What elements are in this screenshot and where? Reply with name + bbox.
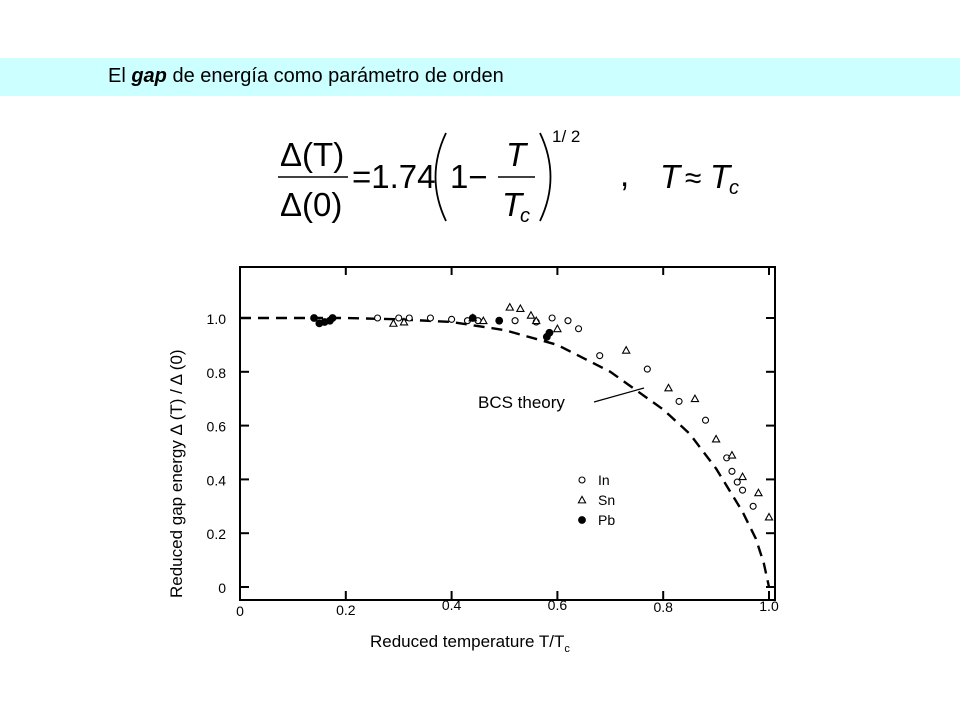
data-point-in — [511, 317, 519, 325]
y-tick-label: 0 — [218, 580, 226, 596]
x-tick-label: 1.0 — [759, 598, 779, 614]
data-point-sn — [663, 383, 674, 392]
data-point-sn — [738, 471, 748, 481]
data-point-in — [675, 397, 683, 405]
formula-left-paren — [434, 132, 447, 222]
data-point-in — [548, 314, 556, 322]
y-axis-label: Reduced gap energy Δ (T) / Δ (0) — [167, 349, 186, 598]
page-title: El gap de energía como parámetro de orde… — [108, 65, 504, 88]
legend-marker-pb — [578, 516, 586, 524]
formula-coefficient: =1.74 — [352, 158, 436, 195]
data-point-in — [575, 325, 583, 333]
data-point-sn — [764, 512, 774, 521]
data-point-sn — [526, 310, 536, 319]
y-tick-label: 0.4 — [207, 472, 227, 488]
data-point-sn — [505, 302, 515, 311]
data-point-sn — [621, 345, 631, 354]
gap-formula: Δ(T) Δ(0) =1.74 1− T T c 1/ 2 , T ≈ T c — [270, 118, 750, 233]
data-point-sn — [711, 434, 721, 443]
legend-label-sn: Sn — [598, 492, 615, 508]
data-point-sn — [727, 450, 737, 459]
data-point-sn — [552, 324, 562, 333]
title-emphasis: gap — [131, 65, 167, 87]
tick-labels: 0 0.2 0.4 0.6 0.8 1.0 0 0.2 0.4 0.6 0.8 1.0 — [207, 311, 779, 619]
data-point-in — [643, 365, 651, 373]
legend-label-in: In — [598, 472, 610, 488]
formula-svg: Δ(T) Δ(0) =1.74 1− T T c 1/ 2 , T ≈ T c — [278, 127, 739, 227]
data-point-in — [738, 486, 747, 494]
y-tick-label: 1.0 — [207, 311, 227, 327]
y-tick-label: 0.6 — [207, 419, 227, 435]
data-point-pb — [328, 314, 337, 322]
data-point-pb — [495, 316, 504, 325]
plot-frame — [239, 266, 776, 601]
data-point-in — [448, 315, 456, 323]
data-point-sn — [388, 318, 398, 327]
formula-lhs-numerator: Δ(T) — [280, 136, 344, 173]
data-point-in — [405, 314, 413, 322]
data-point-sn — [753, 488, 763, 497]
data-point-sn — [399, 317, 409, 326]
data-point-in — [749, 502, 757, 510]
formula-ratio-denominator-sub: c — [520, 205, 530, 227]
data-point-in — [426, 314, 434, 322]
y-tick-label: 0.2 — [207, 526, 227, 542]
formula-condition-lhs: T — [660, 158, 683, 195]
bcs-theory-curve — [240, 316, 771, 588]
y-tick-label: 0.8 — [207, 365, 227, 381]
x-tick-label: 0 — [236, 603, 244, 619]
title-suffix: de energía como parámetro de orden — [166, 65, 504, 87]
x-tick-label: 0.2 — [336, 602, 356, 618]
formula-exponent: 1/ 2 — [552, 127, 580, 146]
formula-right-paren — [539, 132, 552, 222]
formula-comma: , — [620, 156, 629, 193]
data-point-sn — [531, 315, 541, 325]
x-tick-label: 0.8 — [653, 599, 673, 615]
x-tick-label: 0.4 — [442, 597, 462, 613]
data-point-in — [395, 314, 403, 322]
x-axis-label: Reduced temperature T/Tc — [370, 632, 570, 655]
chart-svg: 0 0.2 0.4 0.6 0.8 1.0 0 0.2 0.4 0.6 0.8 1.0 BCS the… — [167, 266, 779, 655]
gap-energy-chart: 0 0.2 0.4 0.6 0.8 1.0 0 0.2 0.4 0.6 0.8 1.0 BCS the… — [160, 255, 800, 665]
legend-marker-sn — [577, 495, 587, 504]
data-point-pb — [545, 328, 554, 337]
bcs-annotation: BCS theory — [478, 393, 565, 412]
legend: In Sn Pb — [577, 472, 615, 528]
formula-condition-rhs: T — [710, 158, 733, 195]
x-tick-label: 0.6 — [548, 597, 568, 613]
data-point-sn — [515, 303, 525, 313]
legend-label-pb: Pb — [598, 512, 615, 528]
data-points — [310, 302, 774, 521]
formula-condition-rhs-sub: c — [729, 177, 739, 199]
data-point-pb — [468, 314, 477, 322]
legend-marker-in — [578, 476, 586, 484]
data-point-sn — [690, 393, 700, 403]
data-point-in — [564, 317, 572, 325]
data-point-in — [728, 467, 736, 475]
data-point-in — [596, 352, 604, 360]
formula-condition-approx: ≈ — [685, 162, 701, 195]
formula-lhs-denominator: Δ(0) — [280, 186, 342, 223]
data-point-in — [733, 478, 741, 486]
data-point-in — [701, 416, 710, 424]
formula-ratio-numerator: T — [506, 136, 529, 173]
title-prefix: El — [108, 65, 132, 87]
formula-ratio-denominator: T — [502, 186, 525, 223]
data-point-in — [373, 314, 382, 322]
annotation-leader-line — [593, 387, 645, 403]
data-point-pb — [310, 314, 318, 322]
formula-one-minus: 1− — [450, 158, 488, 195]
data-point-sn — [478, 315, 488, 325]
title-bar: El gap de energía como parámetro de orde… — [0, 58, 960, 96]
